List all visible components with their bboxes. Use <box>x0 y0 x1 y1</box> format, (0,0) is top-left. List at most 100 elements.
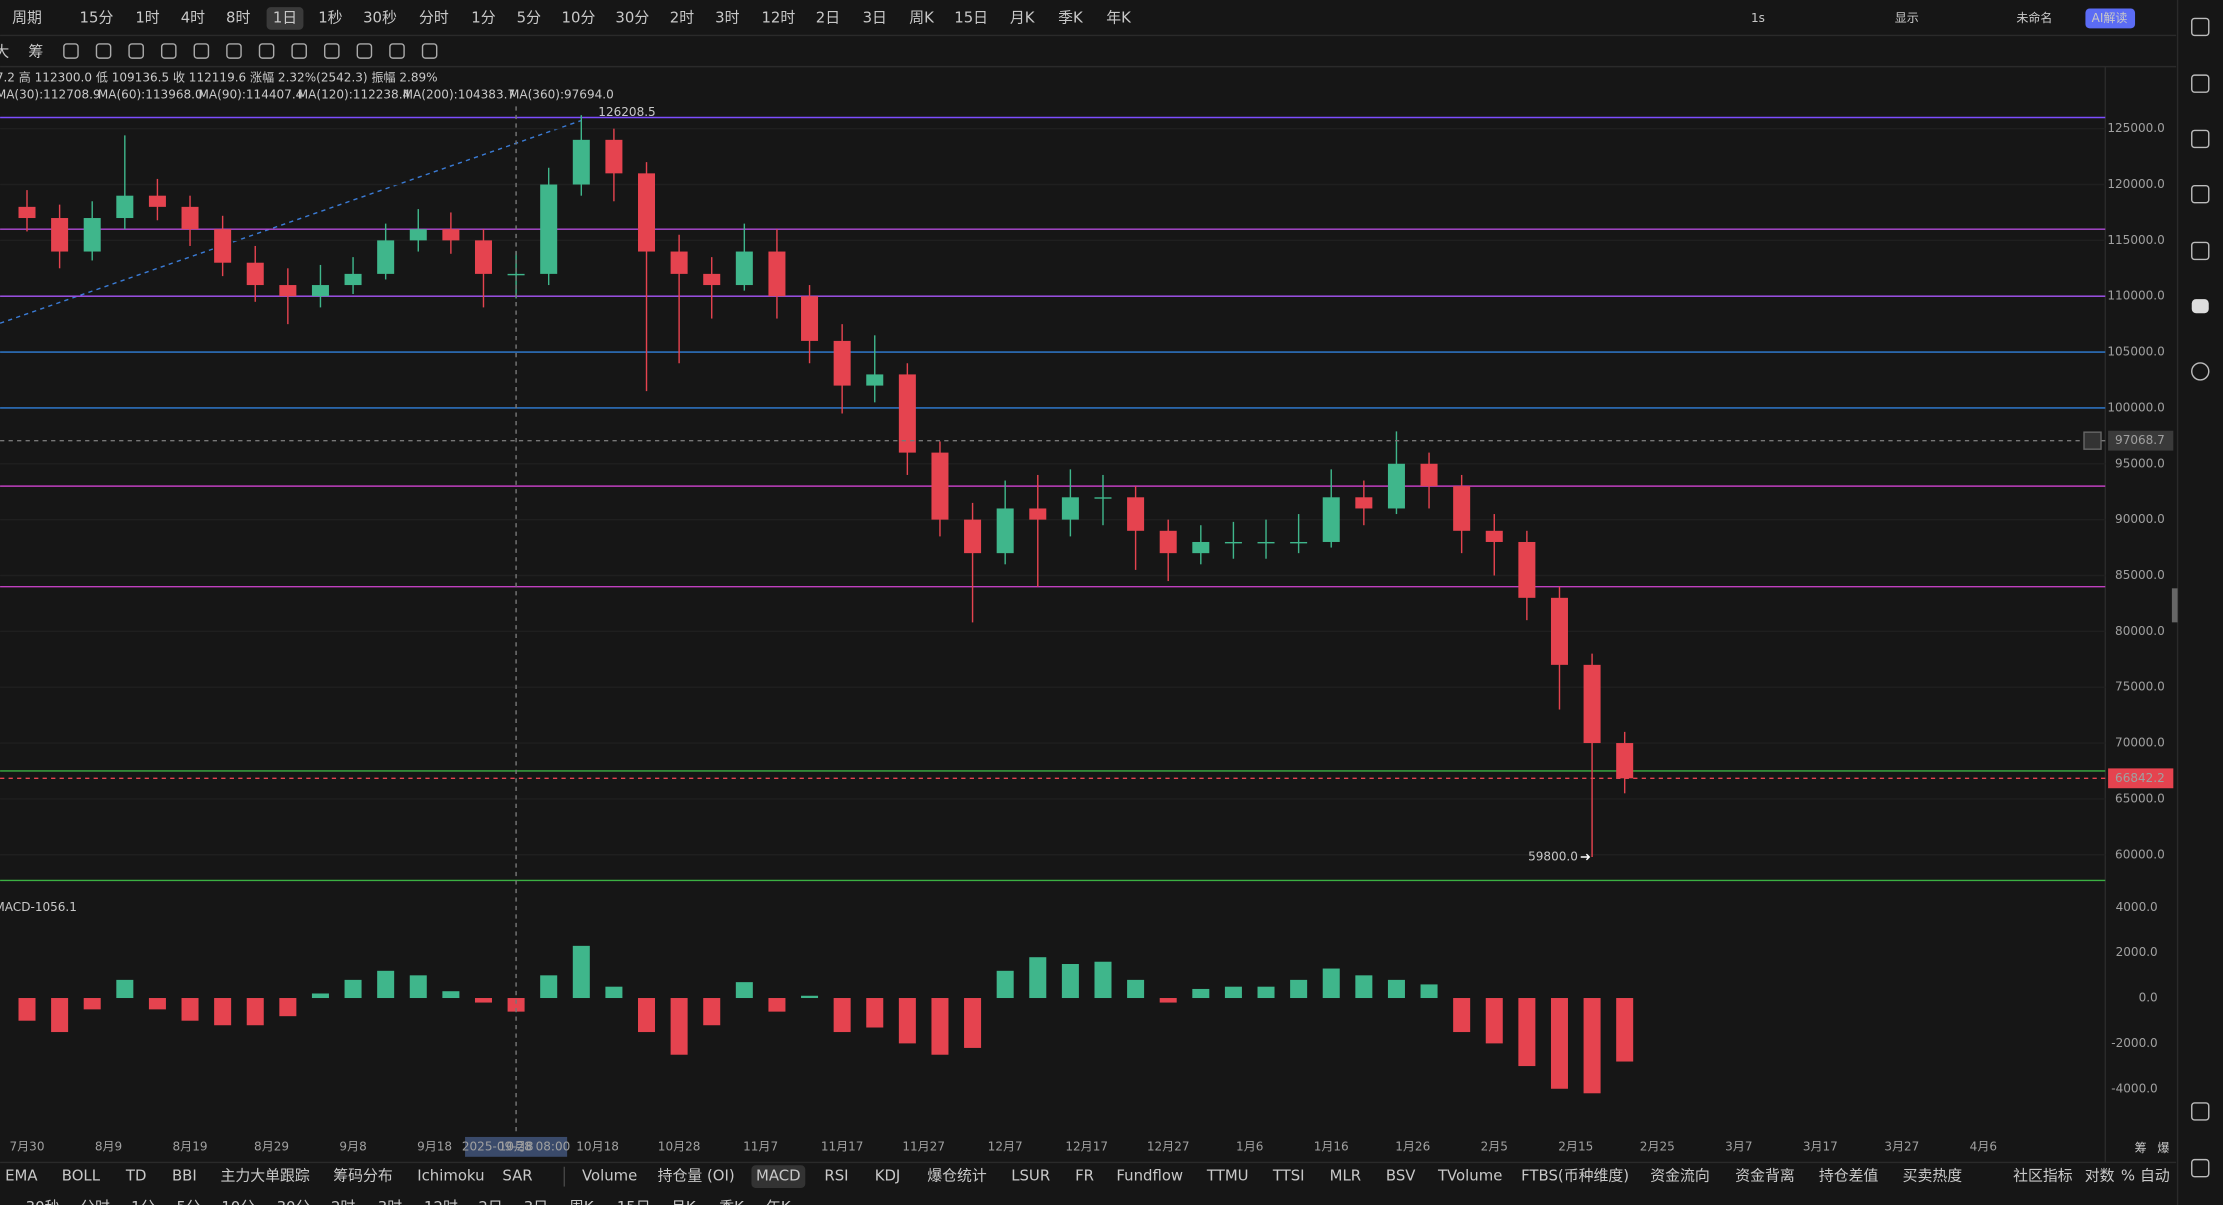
interval-button[interactable]: 1分 <box>471 8 495 26</box>
cut-interval[interactable]: 周K <box>569 1198 595 1205</box>
interval-button[interactable]: 季K <box>1058 8 1084 26</box>
cut-interval[interactable]: 2日 <box>478 1198 502 1205</box>
interval-button[interactable]: 年K <box>1106 8 1132 26</box>
drawing-tool-icon[interactable] <box>128 43 144 59</box>
cut-interval[interactable]: 30分 <box>277 1198 311 1205</box>
sidebar-icon[interactable] <box>2191 185 2210 204</box>
indicator-tab[interactable]: BBI <box>172 1167 197 1185</box>
indicator-tab[interactable]: TD <box>125 1167 147 1185</box>
indicator-tab[interactable]: TTMU <box>1206 1167 1249 1185</box>
drawing-tool-icon[interactable] <box>323 43 340 59</box>
toolbar-right-item[interactable]: AI解读 <box>2092 11 2128 25</box>
indicator-tab[interactable]: MLR <box>1330 1167 1361 1185</box>
interval-button[interactable]: 分时 <box>419 8 449 26</box>
drawing-tool-icon[interactable] <box>356 43 373 59</box>
interval-button[interactable]: 4时 <box>181 8 205 26</box>
interval-button[interactable]: 30分 <box>615 8 649 26</box>
indicator-tab[interactable]: 爆仓统计 <box>927 1167 987 1185</box>
indicator-tab[interactable]: 持仓差值 <box>1819 1167 1879 1185</box>
cut-interval[interactable]: 季K <box>719 1198 745 1205</box>
indicator-tab[interactable]: FTBS(币种维度) <box>1521 1167 1629 1185</box>
cut-interval[interactable]: 3时 <box>378 1198 402 1205</box>
indicator-tab[interactable]: 自动 <box>2140 1167 2170 1185</box>
interval-button[interactable]: 2日 <box>816 8 840 26</box>
interval-button[interactable]: 1日 <box>273 8 297 26</box>
interval-button[interactable]: 15分 <box>80 8 114 26</box>
indicator-tab[interactable]: 对数 <box>2085 1167 2115 1185</box>
toolbar-right-item[interactable]: 1s <box>1751 11 1765 25</box>
drawing-tool-icon[interactable] <box>63 43 79 59</box>
cut-interval[interactable]: 3日 <box>524 1198 548 1205</box>
drawing-tool-icon[interactable] <box>193 43 210 59</box>
interval-button[interactable]: 月K <box>1010 8 1036 26</box>
indicator-tab[interactable]: RSI <box>824 1167 848 1185</box>
sidebar-icon[interactable] <box>2191 241 2210 261</box>
indicator-tab[interactable]: 社区指标 <box>2013 1167 2073 1185</box>
indicator-tab[interactable]: Volume <box>582 1167 637 1185</box>
interval-button[interactable]: 2时 <box>670 8 694 26</box>
sidebar-icon[interactable] <box>2191 1102 2210 1121</box>
interval-button[interactable]: 3日 <box>863 8 887 26</box>
cut-interval[interactable]: 月K <box>671 1198 697 1205</box>
cut-interval[interactable]: 分时 <box>80 1198 110 1205</box>
sidebar-icon[interactable] <box>2191 74 2210 93</box>
indicator-tab[interactable]: BSV <box>1386 1167 1416 1185</box>
indicator-tab[interactable]: SAR <box>502 1167 532 1185</box>
indicator-tab[interactable]: LSUR <box>1011 1167 1050 1185</box>
cut-interval[interactable]: 1分 <box>131 1198 155 1205</box>
indicator-tab[interactable]: Fundflow <box>1116 1167 1183 1185</box>
indicator-tab[interactable]: 主力大单跟踪 <box>221 1167 310 1185</box>
interval-button[interactable]: 10分 <box>562 8 596 26</box>
sidebar-icon[interactable] <box>2191 299 2209 314</box>
drawing-tool-icon[interactable] <box>421 43 438 59</box>
drawing-tool-icon[interactable] <box>258 43 275 59</box>
toolbar-right-item[interactable]: 显示 <box>1895 11 1919 25</box>
sidebar-icon[interactable] <box>2191 17 2210 37</box>
interval-button[interactable]: 周期 <box>12 8 42 26</box>
toolbar-right-item[interactable]: 未命名 <box>2016 10 2052 25</box>
indicator-tab[interactable]: Ichimoku <box>417 1167 484 1185</box>
interval-button[interactable]: 8时 <box>226 8 250 26</box>
indicator-tab[interactable]: FR <box>1075 1167 1094 1185</box>
indicator-tab[interactable]: TTSI <box>1272 1167 1305 1185</box>
crosshair-plus[interactable] <box>2083 431 2102 450</box>
cut-interval[interactable]: 10分 <box>221 1198 255 1205</box>
sidebar-icon[interactable] <box>2191 362 2210 381</box>
interval-button[interactable]: 1秒 <box>318 8 342 26</box>
indicator-tab[interactable]: % <box>2121 1167 2135 1185</box>
cut-interval[interactable]: 年K <box>766 1198 792 1205</box>
indicator-tab[interactable]: 买卖热度 <box>1903 1167 1963 1185</box>
indicator-tab[interactable]: MACD <box>756 1167 801 1185</box>
cut-interval[interactable]: 12时 <box>424 1198 458 1205</box>
drawing-tool-icon[interactable] <box>160 43 177 59</box>
interval-button[interactable]: 周K <box>909 8 935 26</box>
sidebar-icon[interactable] <box>2191 1158 2210 1178</box>
cut-interval[interactable]: 15日 <box>617 1198 651 1205</box>
drawing-tool-icon[interactable] <box>389 43 405 59</box>
cut-interval[interactable]: 2时 <box>331 1198 355 1205</box>
indicator-tab[interactable]: KDJ <box>875 1167 901 1185</box>
indicator-tab[interactable]: TVolume <box>1437 1167 1502 1185</box>
sidebar-icon[interactable] <box>2191 129 2210 149</box>
drawing-tool-icon[interactable] <box>95 43 112 59</box>
interval-button[interactable]: 15日 <box>954 8 988 26</box>
panel-handle[interactable] <box>2171 588 2178 623</box>
drawing-tool[interactable]: 筹 <box>28 42 43 60</box>
indicator-tab[interactable]: 资金流向 <box>1650 1167 1710 1185</box>
interval-button[interactable]: 3时 <box>715 8 739 26</box>
indicator-tab[interactable]: BOLL <box>62 1167 101 1185</box>
indicator-tab[interactable]: 筹码分布 <box>333 1167 393 1185</box>
cut-interval[interactable]: 30秒 <box>26 1198 60 1205</box>
indicator-tab[interactable]: 持仓量 (OI) <box>658 1167 735 1185</box>
drawing-tool-icon[interactable] <box>291 43 307 59</box>
interval-button[interactable]: 12时 <box>761 8 795 26</box>
interval-button[interactable]: 30秒 <box>363 8 397 26</box>
drawing-tool[interactable]: 大 <box>0 42 9 60</box>
indicator-tab[interactable]: 资金背离 <box>1735 1167 1795 1185</box>
axis-corner[interactable]: 筹 <box>2135 1141 2147 1155</box>
drawing-tool-icon[interactable] <box>226 43 242 59</box>
indicator-tab[interactable]: EMA <box>5 1167 38 1185</box>
interval-button[interactable]: 5分 <box>517 8 541 26</box>
interval-button[interactable]: 1时 <box>135 8 159 26</box>
axis-corner[interactable]: 爆 <box>2157 1141 2169 1155</box>
